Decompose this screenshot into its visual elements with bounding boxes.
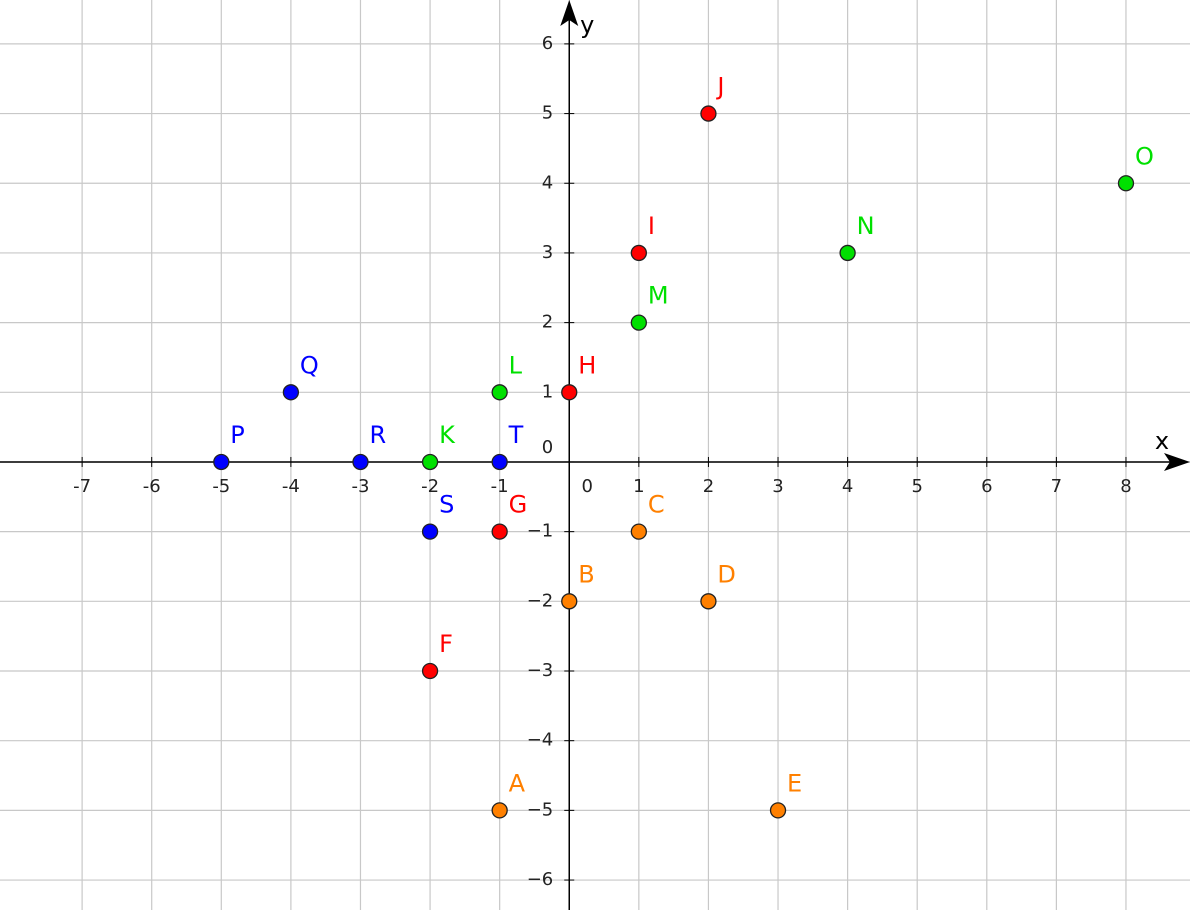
point [421, 453, 439, 471]
x-tick-label: -4 [282, 476, 300, 497]
point-label: R [369, 421, 386, 449]
y-tick-label: −3 [527, 660, 554, 681]
point [561, 384, 578, 401]
point [491, 453, 508, 471]
point-label: K [439, 421, 456, 449]
point [630, 523, 647, 540]
point-label: H [578, 351, 596, 379]
x-tick-label: 4 [842, 476, 853, 497]
point-label: A [509, 769, 526, 797]
point-label: G [509, 491, 528, 519]
point-label: N [857, 212, 875, 240]
y-tick-label: −4 [527, 730, 554, 751]
y-tick-label: 0 [542, 437, 553, 458]
x-arrow [1164, 452, 1190, 471]
point [491, 523, 508, 540]
y-tick-label: 5 [542, 103, 553, 124]
point [421, 523, 439, 540]
x-axis-label: x [1155, 427, 1169, 455]
point [839, 244, 856, 262]
point [1117, 175, 1135, 192]
y-tick-label: −5 [527, 799, 554, 820]
y-tick-label: 1 [542, 381, 553, 402]
y-tick-label: −1 [527, 521, 554, 542]
point [352, 453, 369, 471]
point-label: S [439, 491, 454, 519]
point-label: M [648, 282, 669, 310]
x-tick-label: 1 [633, 476, 644, 497]
point [213, 453, 230, 471]
x-tick-label: 2 [703, 476, 714, 497]
y-tick-label: −6 [527, 869, 554, 890]
point-label: I [648, 212, 655, 240]
x-tick-label: 0 [582, 476, 593, 497]
point [630, 244, 647, 262]
y-tick-label: 6 [542, 33, 553, 54]
point-label: B [578, 560, 594, 588]
x-tick-label: 5 [911, 476, 922, 497]
x-tick-label: 8 [1120, 476, 1131, 497]
x-tick-label: 7 [1051, 476, 1062, 497]
point-label: J [715, 73, 724, 101]
point [700, 105, 717, 122]
y-arrow [560, 0, 579, 26]
y-tick-label: 3 [542, 242, 553, 263]
x-tick-label: -3 [352, 476, 370, 497]
point-label: Q [300, 351, 319, 379]
point-label: F [439, 630, 453, 658]
point-label: L [509, 351, 523, 379]
x-tick-label: -5 [212, 476, 230, 497]
point [630, 314, 647, 331]
x-tick-label: -7 [73, 476, 91, 497]
point-label: O [1135, 142, 1154, 170]
y-tick-label: 2 [542, 312, 553, 333]
point [421, 662, 439, 680]
y-axis-label: y [580, 11, 594, 39]
point-label: P [230, 421, 244, 449]
point-label: E [787, 769, 802, 797]
x-tick-label: -6 [143, 476, 161, 497]
point-label: D [717, 560, 735, 588]
x-tick-label: -2 [421, 476, 439, 497]
point-label: C [648, 491, 665, 519]
y-tick-label: −2 [527, 590, 554, 611]
point-label: T [508, 421, 524, 449]
point [561, 593, 578, 610]
point [700, 593, 717, 610]
point [491, 802, 508, 819]
point [282, 384, 300, 401]
x-tick-label: -1 [491, 476, 509, 497]
point [491, 384, 508, 401]
x-tick-label: 3 [772, 476, 783, 497]
point [769, 802, 787, 819]
y-tick-label: 4 [542, 172, 553, 193]
x-tick-label: 6 [981, 476, 992, 497]
